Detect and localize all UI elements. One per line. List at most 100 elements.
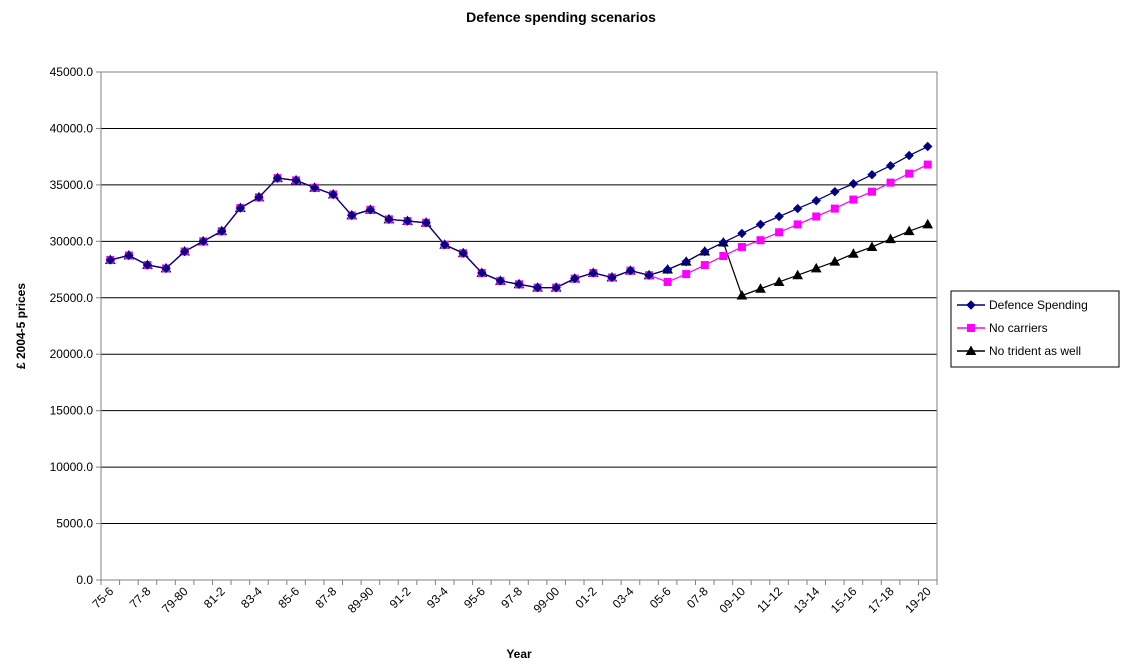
data-point [179,246,190,257]
x-tick-label: 87-8 [312,584,339,611]
y-tick-label: 45000.0 [50,65,94,79]
x-tick-label: 07-8 [684,584,711,611]
data-point [347,210,357,221]
data-point [570,273,580,284]
data-point [254,192,264,203]
data-point [793,220,802,229]
data-point [514,279,524,289]
data-point [848,248,859,258]
data-point [625,265,636,276]
data-point [830,186,840,197]
data-point [681,256,691,267]
x-tick-label: 89-90 [345,584,377,616]
plot-area-border [100,71,938,581]
chart-title: Defence spending scenarios [466,9,656,25]
data-point [755,219,766,230]
data-point [775,228,784,237]
series-line [110,164,928,289]
x-tick-label: 83-4 [238,584,265,611]
data-point [848,179,859,189]
data-point [142,260,153,270]
data-point [885,233,896,244]
gridlines [101,127,937,525]
legend-marker [966,300,976,310]
data-point [309,183,320,193]
series-line [110,177,928,297]
y-tick-label: 0.0 [76,573,93,587]
data-point [904,150,914,161]
y-tick-label: 5000.0 [56,517,93,531]
x-tick-label: 85-6 [275,584,302,611]
data-point [773,276,785,286]
data-point [458,248,468,258]
x-tick-label: 11-12 [754,584,785,615]
data-point [198,236,208,247]
data-point [867,170,877,180]
data-point [551,282,561,293]
data-point [849,195,858,204]
x-tick-label: 13-14 [791,584,823,616]
data-point [161,263,171,274]
y-axis-title: £ 2004-5 prices [14,283,28,369]
x-tick-label: 97-8 [498,584,525,611]
data-point [477,268,487,278]
y-tick-label: 10000.0 [50,460,94,474]
legend-marker [965,345,977,355]
y-tick-label: 40000.0 [50,121,94,135]
data-point [439,240,450,250]
data-point [755,283,766,293]
data-point [402,216,413,226]
data-point [105,255,115,265]
x-tick-label: 03-4 [610,584,637,611]
data-point [903,225,915,236]
series-layer [104,141,934,300]
data-point [328,189,338,200]
data-point [700,246,710,257]
data-point [756,236,765,245]
data-point [272,173,283,183]
x-tick-label: 09-10 [716,584,748,616]
data-point [792,203,803,214]
x-tick-label: 77-8 [127,584,154,611]
x-tick-label: 19-20 [902,584,934,616]
y-tick-label: 25000.0 [50,291,94,305]
x-tick-label: 95-6 [461,584,488,611]
data-point [810,262,822,273]
legend-label: No trident as well [989,344,1081,358]
data-point [922,218,934,229]
data-point [829,256,841,266]
y-tick-label: 20000.0 [50,347,94,361]
data-point [923,160,932,169]
x-tick-label: 79-80 [159,584,191,616]
x-tick-label: 91-2 [387,584,414,611]
x-tick-label: 81-2 [201,584,228,611]
data-point [736,290,748,300]
data-point [866,241,878,251]
legend-label: Defence Spending [989,298,1088,312]
data-point [217,226,227,236]
x-tick-label: 15-16 [828,584,860,616]
data-point [905,169,914,178]
data-point [811,195,821,206]
data-point [885,160,896,171]
data-point [867,187,876,196]
data-point [384,214,394,225]
data-point [291,175,301,186]
series-line [110,145,928,289]
y-axis-ticks: 0.0 5000.0 10000.0 15000.0 20000.0 25000.0 300… [50,65,101,587]
y-tick-label: 35000.0 [50,178,94,192]
x-tick-label: 01-2 [573,584,600,611]
x-axis-ticks: 75-6 77-8 79-80 81-2 83-4 85-6 87-8 89-90 91-2 93… [90,580,938,616]
data-point [663,277,672,286]
legend-box [950,290,1120,368]
legend-marker [967,324,975,332]
data-point [737,242,746,251]
data-point [719,252,728,261]
data-point [812,212,821,221]
y-tick-label: 30000.0 [50,234,94,248]
data-point [235,203,246,213]
data-point [718,237,729,248]
x-tick-label: 17-18 [865,584,897,616]
